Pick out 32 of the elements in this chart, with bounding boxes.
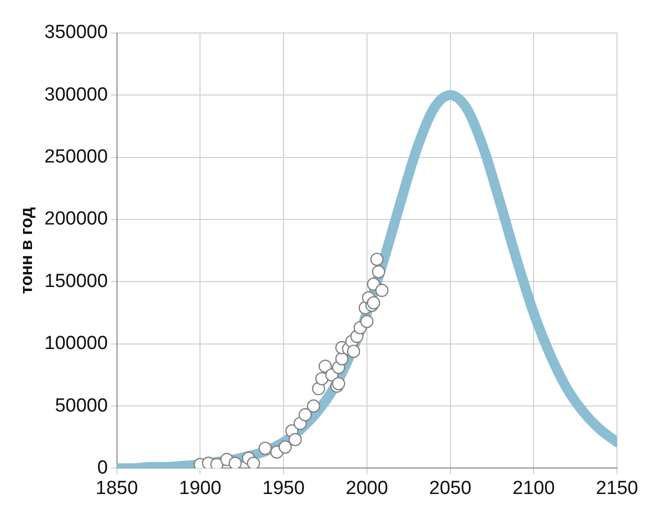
y-tick-label: 50000 [54, 395, 108, 416]
x-tick-label: 2050 [429, 478, 472, 499]
point [258, 442, 272, 455]
y-tick-label: 250000 [44, 146, 108, 168]
x-tick-label: 1900 [179, 478, 222, 499]
point [332, 377, 346, 390]
point [366, 296, 380, 310]
y-tick-label: 350000 [44, 22, 108, 44]
x-tick-label: 2000 [346, 478, 388, 499]
point [278, 440, 292, 454]
x-tick-label: 1950 [262, 478, 305, 499]
point [288, 433, 302, 446]
y-tick-label: 0 [97, 457, 108, 478]
point [375, 284, 389, 297]
point [246, 456, 260, 468]
y-axis-title: тонн в год [16, 207, 36, 294]
y-tick-label: 150000 [44, 270, 108, 292]
point [228, 456, 242, 468]
y-tick-label: 300000 [44, 84, 108, 106]
point [360, 314, 374, 328]
point [210, 458, 224, 468]
point [370, 252, 384, 266]
point [372, 265, 386, 278]
point [306, 399, 320, 413]
x-tick-label: 2150 [596, 478, 638, 499]
y-tick-label: 200000 [44, 208, 108, 230]
x-tick-label: 2100 [512, 478, 555, 499]
point [298, 408, 312, 422]
point [346, 344, 360, 358]
x-tick-label: 1850 [96, 478, 138, 499]
point [335, 352, 348, 366]
y-tick-label: 100000 [44, 333, 108, 354]
